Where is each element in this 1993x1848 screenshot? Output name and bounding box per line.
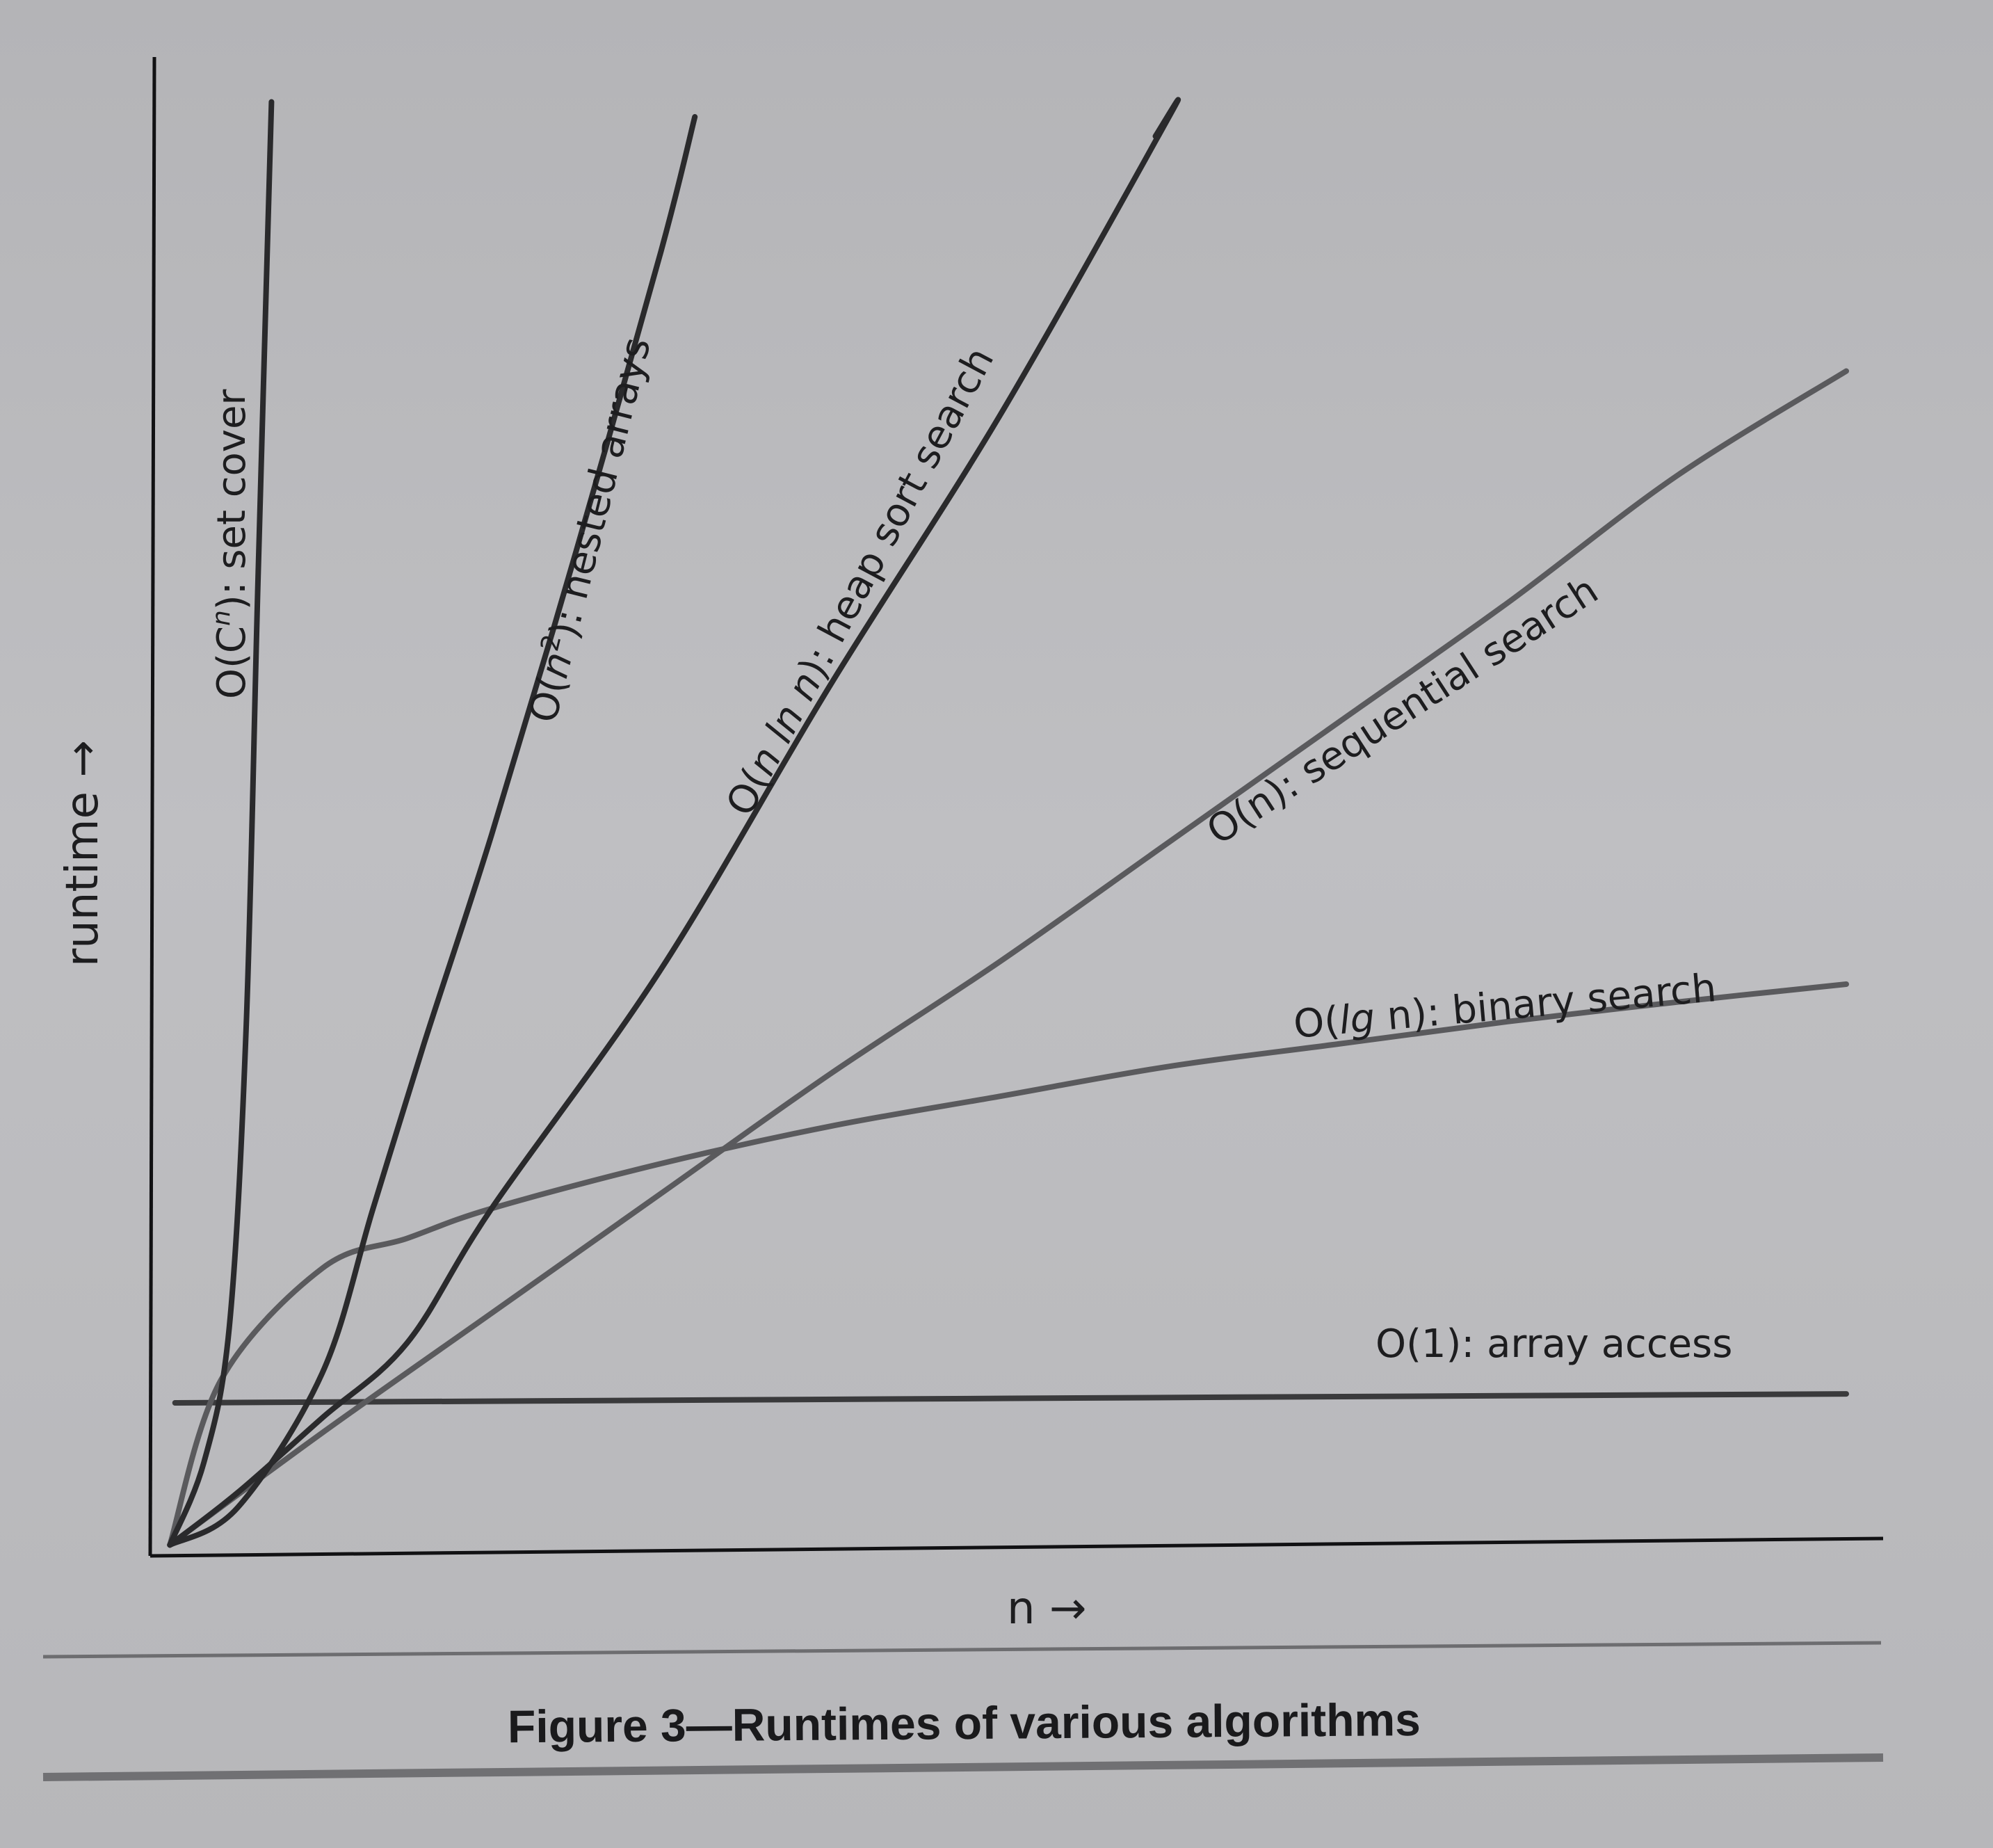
series-line-o-n-sequential-search: [167, 368, 1849, 1548]
series-curves: [167, 97, 1849, 1548]
label-sequential-search: O(n): sequential search: [1199, 568, 1606, 854]
x-axis-label: n →: [1007, 1583, 1087, 1634]
figure-caption: Figure 3—Runtimes of various algorithms: [508, 1694, 1421, 1752]
label-nested-arrays: O(n2): nested arrays: [519, 332, 660, 727]
x-axis: [150, 1536, 1884, 1558]
label-binary-search: O(lg n): binary search: [1292, 965, 1718, 1047]
y-axis-label: runtime →: [57, 740, 108, 967]
y-axis: [148, 56, 156, 1557]
series-line-o-n-nested-arrays: [167, 114, 698, 1548]
series-line-o-lg-n-binary-search: [167, 981, 1849, 1548]
label-array-access: O(1): array access: [1375, 1321, 1732, 1367]
caption-rule-top: [42, 1641, 1882, 1659]
series-line-o-1-array-access: [172, 1391, 1849, 1406]
series-line-o-c-set-cover: [167, 99, 275, 1548]
label-heap-sort-search: O(n ln n): heap sort search: [718, 340, 1003, 823]
label-set-cover: O(Cn): set cover: [207, 389, 255, 699]
caption-rule-bottom: [42, 1753, 1884, 1781]
series-line-o-n-ln-n-heap-sort-search: [167, 97, 1181, 1548]
